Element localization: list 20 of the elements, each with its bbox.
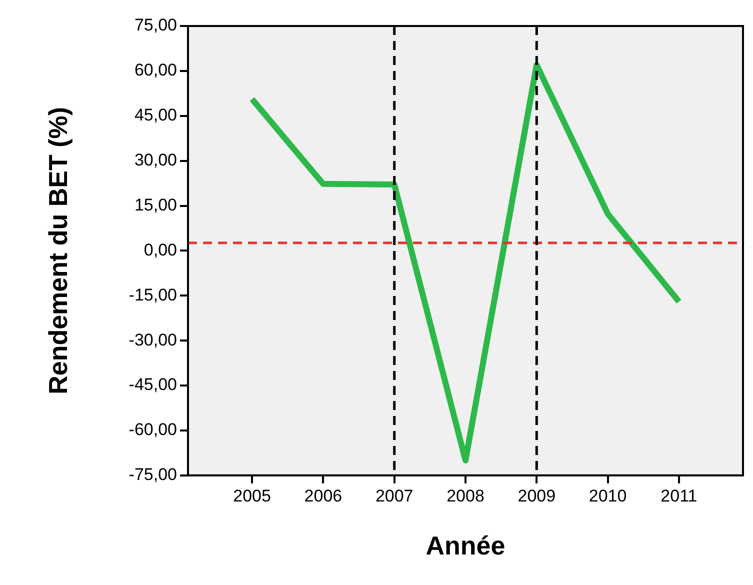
x-tick-label: 2006 (304, 486, 342, 506)
y-tick-label: 75,00 (134, 16, 177, 35)
y-axis-title: Rendement du BET (%) (42, 106, 73, 394)
y-tick-label: 0,00 (144, 240, 177, 260)
x-tick-label: 2008 (446, 486, 484, 506)
y-tick-label: 15,00 (134, 195, 177, 214)
y-tick-label: 30,00 (134, 150, 177, 170)
y-tick-label: -60,00 (128, 420, 177, 440)
x-axis-title: Année (426, 530, 506, 561)
x-tick-label: 2009 (518, 486, 556, 506)
x-tick-label: 2011 (660, 486, 698, 506)
x-tick-label: 2010 (588, 486, 627, 506)
y-tick-label: 60,00 (134, 60, 177, 80)
y-tick-label: 45,00 (134, 106, 177, 125)
y-tick-label: -45,00 (128, 375, 177, 394)
x-tick-label: 2007 (375, 486, 414, 506)
x-tick-label: 2005 (233, 486, 271, 506)
y-tick-label: -15,00 (128, 285, 177, 304)
y-tick-label: -30,00 (128, 330, 177, 350)
y-tick-label: -75,00 (128, 465, 177, 484)
